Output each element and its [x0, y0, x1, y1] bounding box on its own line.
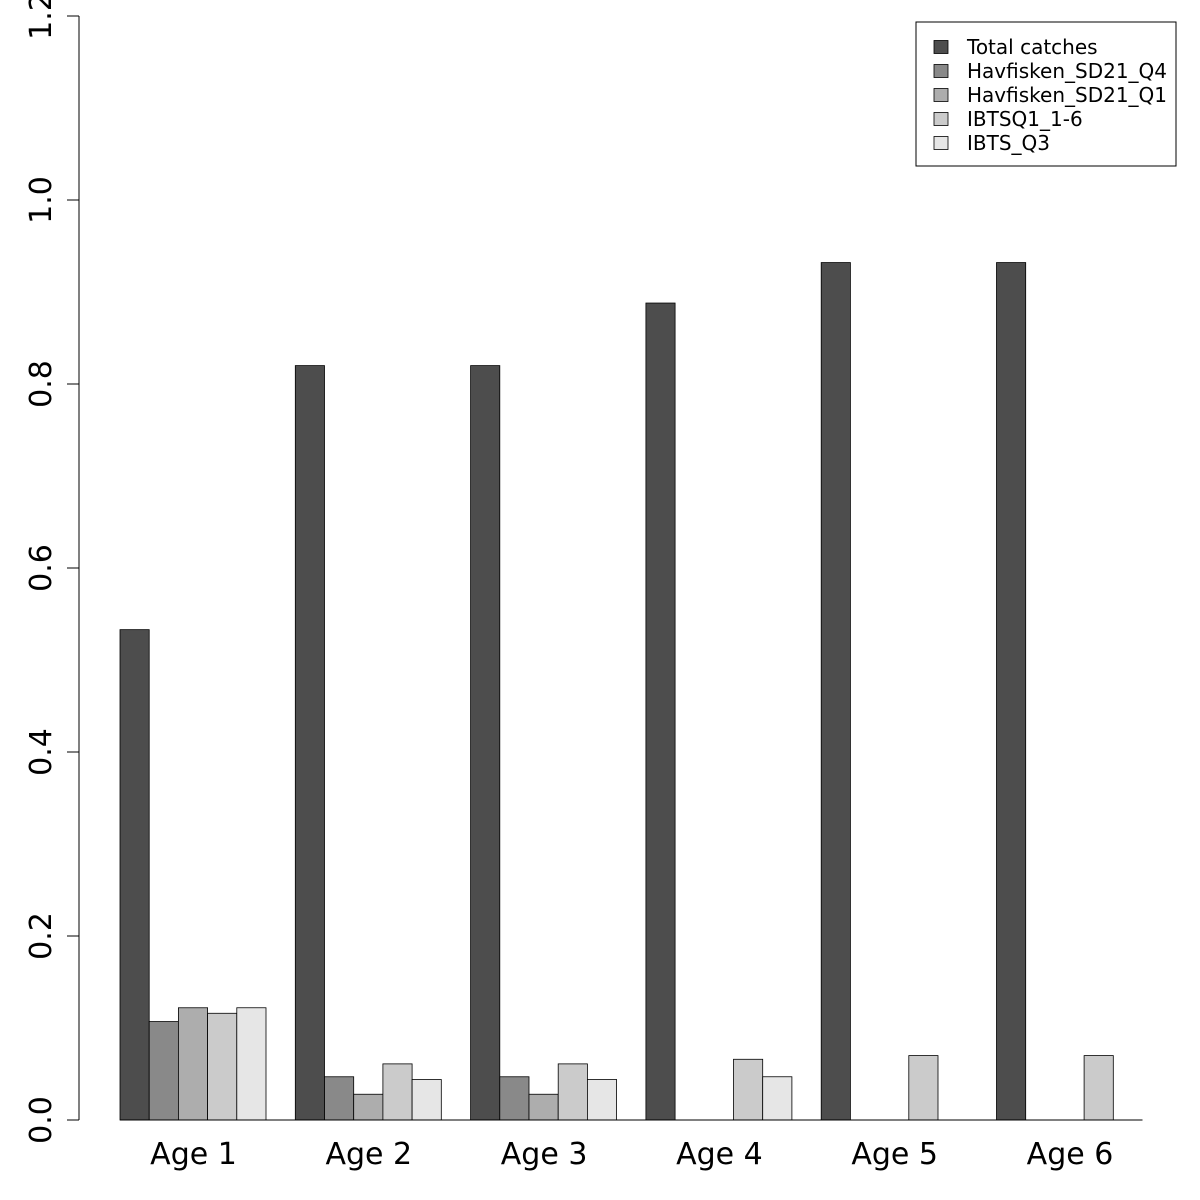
bar [382, 1063, 413, 1121]
bar [528, 1093, 559, 1121]
y-tick-label: 0.4 [24, 728, 59, 776]
legend-label: Havfisken_SD21_Q4 [967, 59, 1167, 83]
x-tick-label: Age 6 [1027, 1137, 1114, 1172]
bar [499, 1076, 530, 1121]
legend-swatch [933, 136, 949, 150]
legend-label: IBTS_Q3 [967, 131, 1050, 155]
x-tick-label: Age 2 [325, 1137, 412, 1172]
bar [324, 1076, 355, 1121]
bar [557, 1063, 588, 1121]
x-tick-label: Age 1 [150, 1137, 237, 1172]
bars [119, 262, 1114, 1121]
bar [996, 262, 1027, 1121]
x-tick-label: Age 5 [851, 1137, 938, 1172]
bar [908, 1055, 939, 1121]
bar [411, 1079, 442, 1121]
legend-box [915, 21, 1177, 167]
bar [353, 1093, 384, 1121]
bar [820, 262, 851, 1121]
bar [148, 1021, 179, 1121]
legend-swatch [933, 112, 949, 126]
bar [294, 365, 325, 1121]
bar [470, 365, 501, 1121]
y-axis: 0.0 0.2 0.4 0.6 0.8 1.0 1.2 [24, 0, 80, 1144]
legend-label: Total catches [966, 35, 1098, 59]
legend-swatch [933, 88, 949, 102]
x-tick-label: Age 3 [501, 1137, 588, 1172]
y-tick-label: 0.8 [24, 360, 59, 408]
bar [733, 1058, 764, 1121]
y-tick-label: 1.0 [24, 176, 59, 224]
legend: Total catchesHavfisken_SD21_Q4Havfisken_… [915, 21, 1177, 167]
bar [207, 1012, 238, 1121]
legend-swatch [933, 40, 949, 54]
y-tick-label: 0.2 [24, 912, 59, 960]
bar [762, 1076, 793, 1121]
x-axis: Age 1 Age 2 Age 3 Age 4 Age 5 Age 6 [120, 1119, 1143, 1172]
legend-label: Havfisken_SD21_Q1 [967, 83, 1167, 107]
y-tick-label: 1.2 [24, 0, 59, 40]
legend-label: IBTSQ1_1-6 [967, 107, 1083, 131]
bar [587, 1079, 618, 1121]
x-tick-label: Age 4 [676, 1137, 763, 1172]
legend-swatch [933, 64, 949, 78]
y-tick-label: 0.0 [24, 1096, 59, 1144]
y-tick-label: 0.6 [24, 544, 59, 592]
bar [1083, 1055, 1114, 1121]
bar [645, 302, 676, 1121]
bar [177, 1007, 208, 1121]
bar [119, 629, 150, 1121]
bar [236, 1007, 267, 1121]
